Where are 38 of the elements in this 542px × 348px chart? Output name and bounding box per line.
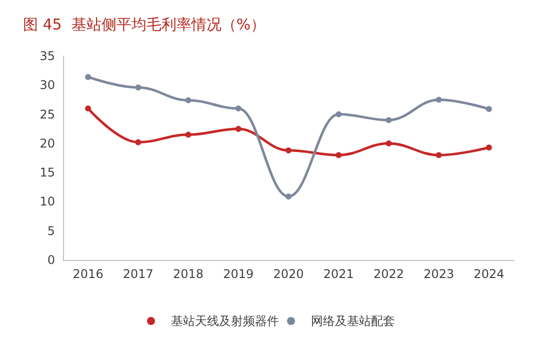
point [135, 84, 142, 90]
y-tick-label: 25 [40, 107, 55, 122]
x-tick-label: 2019 [223, 267, 254, 281]
y-tick-label: 20 [40, 136, 55, 150]
point [235, 126, 242, 132]
y-tick-label: 35 [40, 49, 55, 63]
point [336, 152, 342, 158]
x-tick-label: 2023 [424, 267, 454, 281]
point [85, 74, 92, 80]
point [286, 193, 292, 200]
y-tick-label: 0 [47, 253, 55, 267]
x-tick-label: 2020 [273, 267, 304, 281]
point [185, 97, 192, 104]
x-tick-label: 2024 [474, 267, 504, 281]
point [135, 139, 142, 146]
point [386, 140, 392, 146]
y-tick-label: 30 [40, 78, 55, 92]
legend-label: 网络及基站配套 [311, 314, 395, 328]
point [235, 105, 242, 112]
point [85, 105, 92, 112]
x-tick-label: 2022 [373, 267, 404, 281]
point [336, 111, 342, 118]
x-tick-label: 2018 [173, 267, 204, 281]
y-tick-label: 15 [40, 166, 55, 180]
point [486, 144, 492, 151]
x-tick-label: 2016 [72, 267, 104, 281]
y-tick-label: 10 [40, 194, 55, 209]
chart-title: 图 45 基站侧平均毛利率情况（%） [23, 16, 266, 34]
x-tick-label: 2021 [323, 267, 354, 281]
point [436, 96, 442, 103]
point [486, 106, 492, 112]
point [436, 152, 442, 158]
point [286, 147, 292, 154]
x-tick-label: 2017 [122, 267, 154, 281]
y-tick-label: 5 [47, 224, 55, 238]
legend-label: 基站天线及射频器件 [171, 314, 279, 328]
point [185, 132, 192, 138]
point [386, 117, 392, 124]
